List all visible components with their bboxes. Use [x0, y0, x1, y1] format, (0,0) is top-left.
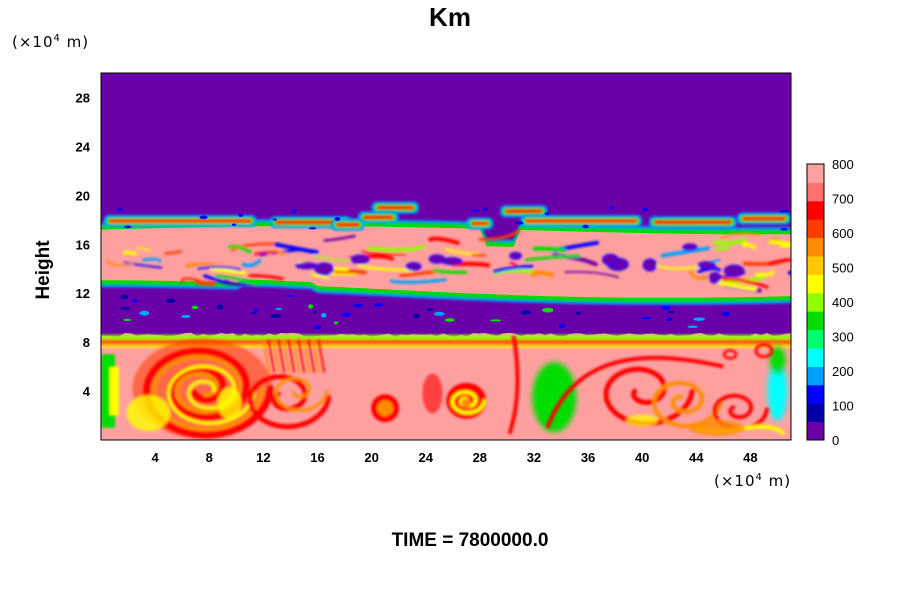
x-tick-label: 16 [310, 450, 324, 465]
y-tick-label: 20 [76, 188, 90, 203]
y-tick-label: 12 [76, 286, 90, 301]
colorbar-swatch [807, 274, 824, 294]
colorbar-swatch [807, 366, 824, 386]
colorbar-swatch [807, 384, 824, 404]
colorbar-swatch [807, 219, 824, 239]
colorbar-swatch [807, 256, 824, 275]
x-tick-label: 4 [152, 450, 160, 465]
vortex-structures [126, 335, 786, 439]
y-tick-label: 16 [76, 237, 90, 252]
x-axis-unit: (×104 m) [714, 472, 792, 490]
colorbar-swatch [807, 348, 824, 367]
x-tick-label: 48 [743, 450, 757, 465]
colorbar-swatch [807, 292, 824, 312]
y-tick-label: 28 [76, 90, 90, 105]
colorbar-swatch [807, 182, 824, 202]
x-tick-label: 44 [689, 450, 704, 465]
x-tick-label: 32 [527, 450, 541, 465]
x-axis-ticks: 4 8 12 16 20 24 28 32 36 40 44 48 [152, 450, 758, 465]
colorbar-tick-label: 700 [832, 192, 854, 207]
chart-title: Km [429, 2, 471, 32]
x-tick-label: 40 [635, 450, 649, 465]
colorbar-swatch [807, 237, 824, 257]
colorbar-swatch [807, 311, 824, 331]
y-tick-label: 8 [83, 335, 90, 350]
colorbar-tick-label: 800 [832, 157, 854, 172]
x-tick-label: 12 [256, 450, 270, 465]
x-tick-label: 28 [473, 450, 487, 465]
turbulent-band [101, 219, 791, 305]
colorbar-swatch [807, 403, 824, 423]
y-tick-label: 24 [76, 139, 91, 154]
lower-turbulent-layer [101, 332, 791, 440]
heatmap-field [101, 73, 791, 440]
colorbar-tick-label: 100 [832, 399, 854, 414]
y-tick-label: 4 [83, 384, 91, 399]
colorbar: 0 100 200 300 400 500 600 700 800 [806, 157, 854, 448]
x-tick-label: 8 [206, 450, 213, 465]
colorbar-tick-label: 600 [832, 226, 854, 241]
colorbar-swatch [807, 200, 824, 220]
colorbar-tick-label: 500 [832, 261, 854, 276]
thin-upper-layer [103, 201, 791, 231]
y-axis-unit: (×104 m) [12, 33, 90, 51]
quiet-gap-patches [120, 294, 731, 330]
time-label: TIME = 7800000.0 [391, 530, 549, 551]
colorbar-swatch [807, 421, 824, 441]
colorbar-swatch [807, 164, 824, 183]
colorbar-tick-label: 300 [832, 330, 854, 345]
colorbar-tick-label: 400 [832, 295, 854, 310]
plot-frame [100, 72, 792, 441]
colorbar-tick-label: 200 [832, 364, 854, 379]
colorbar-tick-label: 0 [832, 433, 839, 448]
colorbar-swatch [807, 329, 824, 349]
y-axis-ticks: 4 8 12 16 20 24 28 [76, 90, 91, 399]
x-tick-label: 20 [364, 450, 378, 465]
x-tick-label: 24 [418, 450, 433, 465]
x-tick-label: 36 [581, 450, 595, 465]
colorbar-frame [806, 163, 825, 441]
